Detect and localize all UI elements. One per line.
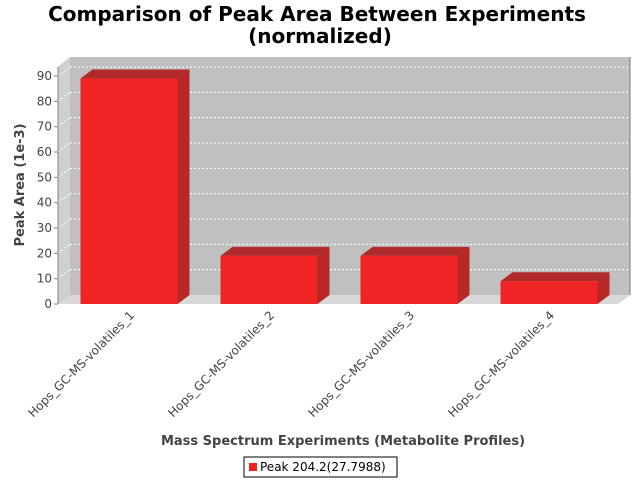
bar: [80, 69, 190, 305]
bar-side: [177, 69, 190, 305]
bar-front: [360, 255, 458, 304]
x-tick-label: Hops_GC-MS-volatiles_2: [165, 308, 277, 420]
y-tick-label: 60: [37, 145, 52, 159]
y-tick-label: 70: [37, 120, 52, 134]
legend-box: [243, 456, 398, 478]
bar-top: [500, 272, 610, 282]
gridline: [57, 66, 71, 77]
gridline: [57, 269, 71, 280]
gridline: [57, 243, 71, 254]
bar-side: [597, 272, 610, 304]
legend: Peak 204.2(27.7988): [243, 456, 398, 478]
x-tick-label: Hops_GC-MS-volatiles_1: [25, 308, 137, 420]
bar-front: [500, 281, 598, 304]
legend-swatch: [249, 463, 257, 471]
gridline: [57, 91, 71, 102]
plot-side-wall: [58, 57, 70, 304]
gridline: [57, 193, 71, 204]
y-tick-label: 80: [37, 94, 52, 108]
bar-front: [220, 255, 318, 304]
x-axis-label: Mass Spectrum Experiments (Metabolite Pr…: [161, 434, 525, 449]
legend-label: Peak 204.2(27.7988): [260, 460, 386, 474]
bars: [80, 69, 610, 305]
y-tick-label: 30: [37, 221, 52, 235]
bar-top: [220, 246, 330, 256]
y-tick-label: 10: [37, 272, 52, 286]
y-axis-ticks: 0 10 20 30 40 50 60 70 80 90: [37, 69, 58, 311]
bar-top: [360, 246, 470, 256]
bar-front: [80, 78, 178, 305]
chart-title-line1: Comparison of Peak Area Between Experime…: [48, 2, 586, 26]
y-tick-label: 20: [37, 246, 52, 260]
plot-background: [58, 57, 630, 304]
y-tick-label: 40: [37, 196, 52, 210]
y-tick-label: 90: [37, 69, 52, 83]
bar-top: [80, 69, 190, 79]
x-axis-ticks: Hops_GC-MS-volatiles_1 Hops_GC-MS-volatil…: [25, 308, 557, 420]
gridline: [57, 142, 71, 153]
plot-floor: [58, 295, 630, 304]
bar: [360, 246, 470, 304]
gridline: [57, 167, 71, 178]
x-tick-label: Hops_GC-MS-volatiles_4: [445, 308, 557, 420]
x-tick-label: Hops_GC-MS-volatiles_3: [305, 308, 417, 420]
y-tick-label: 50: [37, 170, 52, 184]
bar: [500, 272, 610, 304]
gridline: [57, 218, 71, 229]
y-tick-label: 0: [44, 297, 52, 311]
bar-side: [317, 246, 330, 304]
bar: [220, 246, 330, 304]
gridline: [57, 117, 71, 128]
bar-side: [457, 246, 470, 304]
chart-title-line2: (normalized): [248, 24, 392, 48]
y-axis-label: Peak Area (1e-3): [13, 123, 28, 246]
